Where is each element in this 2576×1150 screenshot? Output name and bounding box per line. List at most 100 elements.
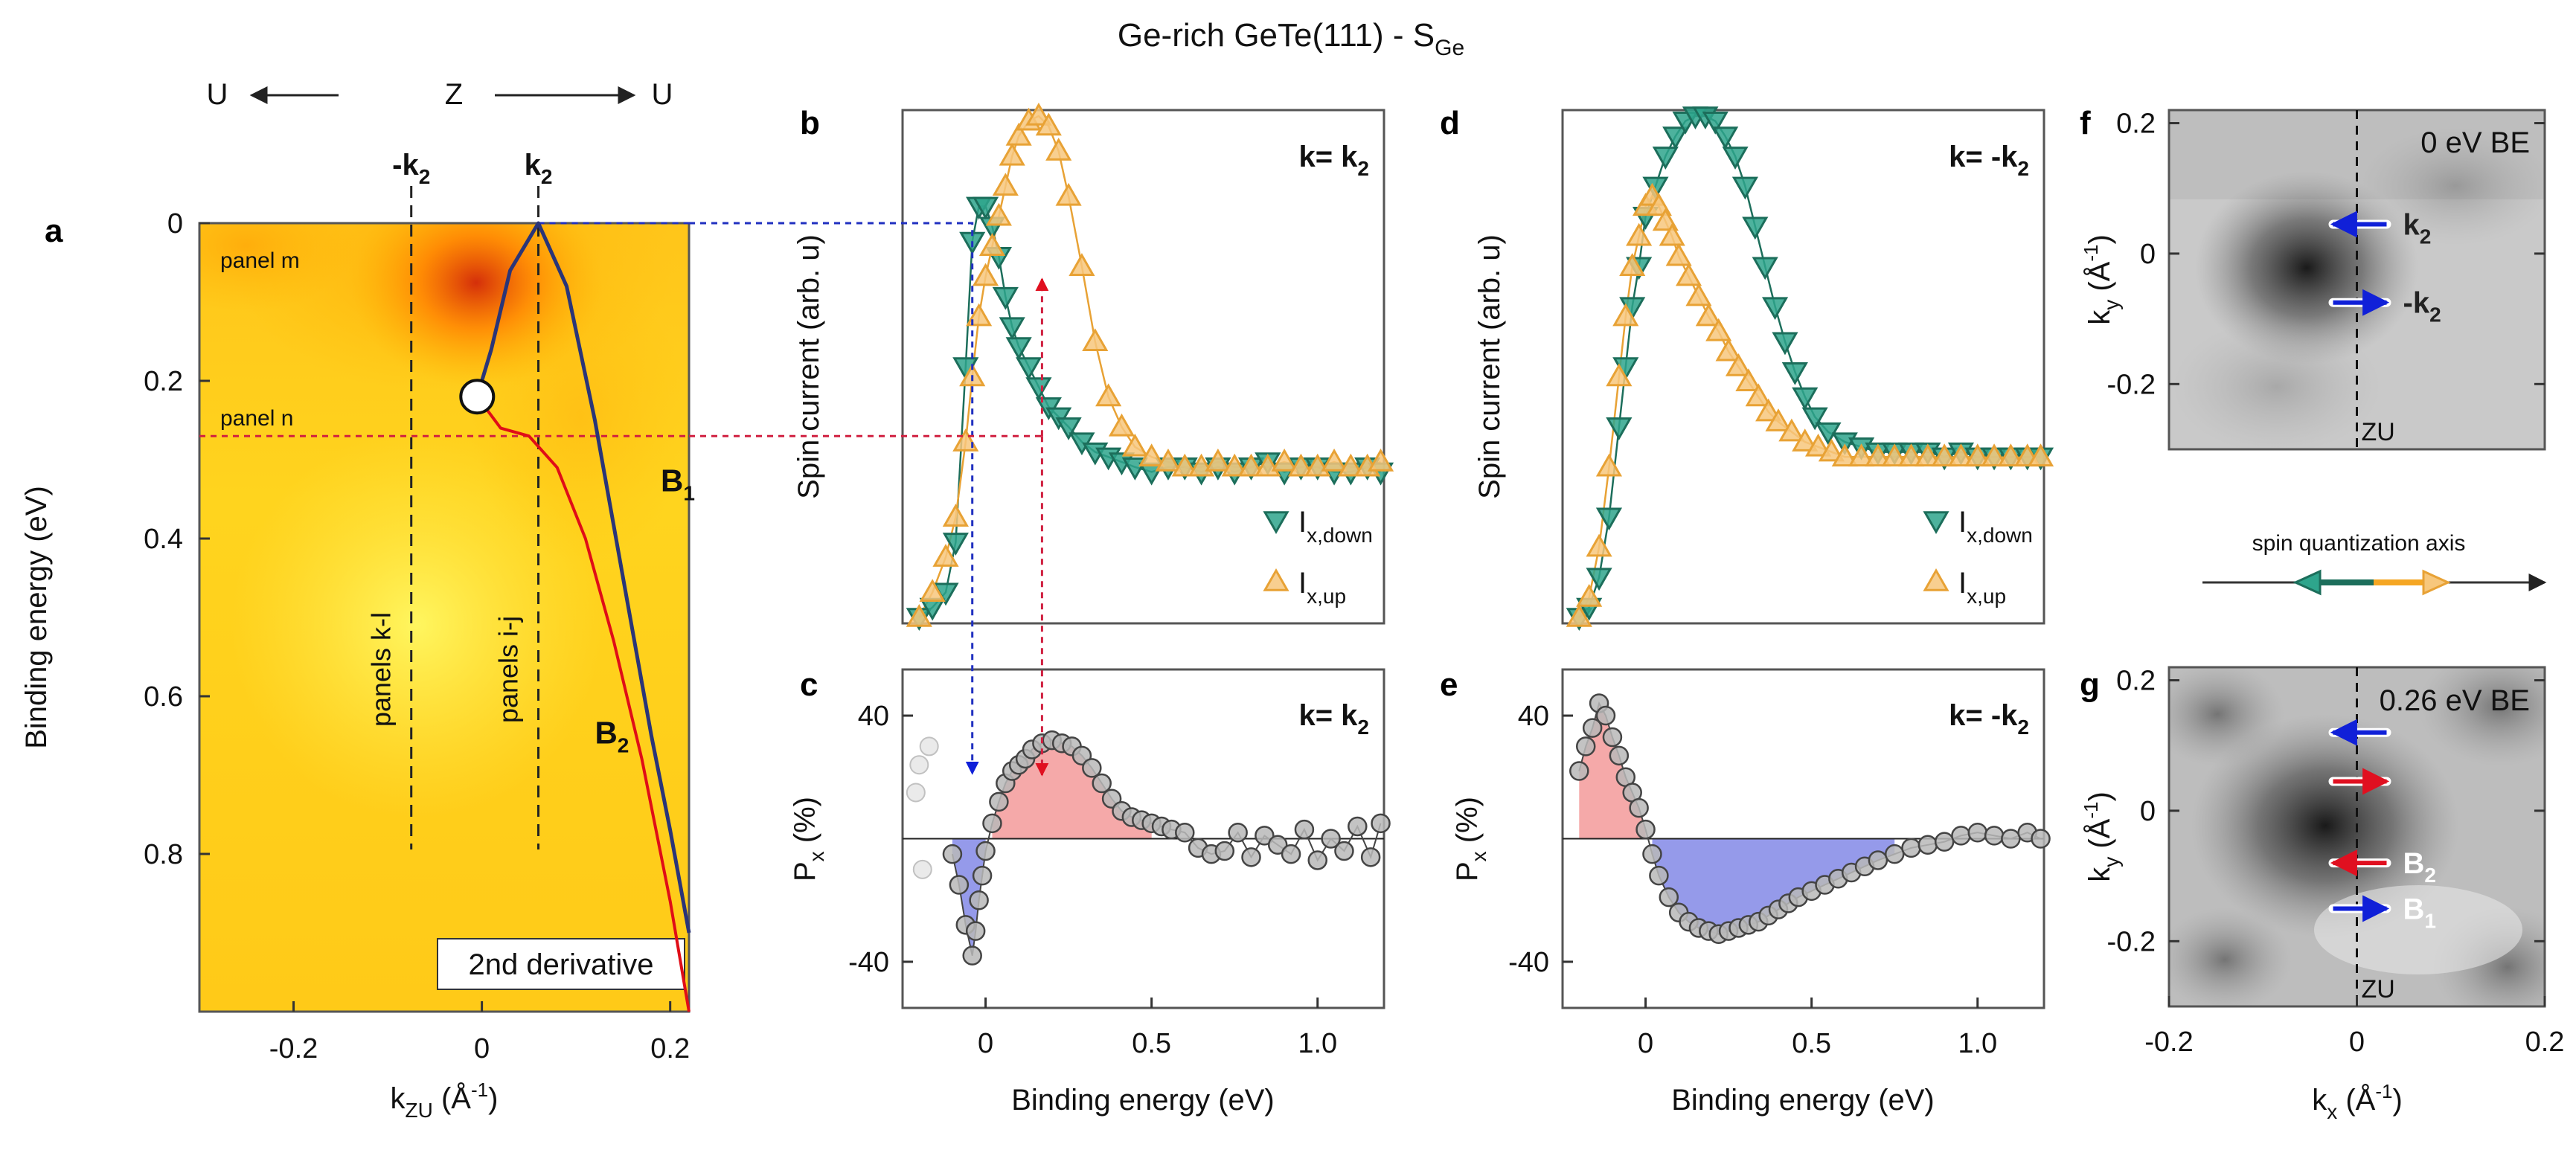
series-up-point: [1586, 533, 1612, 557]
series-up-point: [1068, 253, 1095, 276]
series-up-point: [1804, 433, 1832, 457]
polarization-point: [1582, 718, 1603, 738]
a-panels-label: panels k-l: [366, 612, 397, 727]
series-down-point: [1752, 257, 1778, 280]
polarization-point: [2031, 829, 2051, 849]
series-up-point: [1947, 443, 1975, 467]
panel-f-ylabel: ky (Å-1): [2080, 234, 2123, 325]
panel-c-xlabel: Binding energy (eV): [1011, 1084, 1275, 1117]
series-up-point: [1735, 368, 1762, 391]
polarization-point: [1984, 826, 2005, 846]
panel-c-ylabel: Px (%): [789, 797, 828, 881]
figure-title-sub: Ge: [1435, 36, 1464, 60]
panel-d-label: d: [1440, 105, 1460, 141]
series-down-point: [972, 196, 999, 220]
series-up-point: [1055, 182, 1082, 206]
series-up-point: [1367, 449, 1394, 472]
xtick-label: 0.2: [2525, 1027, 2565, 1058]
guide-lines: [689, 222, 1049, 777]
a-xtick-label: -0.2: [269, 1033, 318, 1064]
polarization-point: [1635, 819, 1656, 840]
zu-label: ZU: [2362, 975, 2395, 1003]
xtick-label: 0.5: [1132, 1028, 1171, 1059]
svg-text:Ix,down: Ix,down: [1298, 506, 1373, 547]
faded-point: [909, 755, 929, 775]
a-xtick-label: 0: [474, 1033, 490, 1064]
a-ytick-label: 0: [167, 208, 183, 240]
series-down-point: [1702, 111, 1728, 135]
series-up-point: [1848, 443, 1875, 467]
xtick-label: 0: [978, 1028, 993, 1059]
series-up-point: [1566, 603, 1592, 627]
panel-b-marks: [906, 102, 1394, 632]
series-up-point: [1155, 449, 1182, 472]
polarization-point: [1307, 850, 1328, 870]
series-up-point: [1755, 398, 1782, 422]
series-down-point: [1015, 357, 1042, 381]
panel-e-xlabel: Binding energy (eV): [1671, 1084, 1935, 1117]
derivative-inset-box: [437, 938, 685, 990]
series-up-point: [1619, 253, 1646, 276]
series-up-point: [1778, 418, 1805, 442]
ytick-label: 0: [2140, 796, 2156, 827]
polarization-point: [1884, 844, 1905, 864]
polarization-point: [1255, 826, 1275, 846]
panel-e-marks: 0 0.5 1.0 40 -40: [1508, 693, 2051, 1059]
panel-d-marks: [1566, 106, 2054, 632]
panel-a-frame: [198, 222, 691, 1013]
negative-polarization-area: [1652, 838, 1895, 934]
series-up-point: [1792, 428, 1819, 452]
panel-f-annotation: 0 eV BE: [2420, 126, 2530, 159]
panel-g-label: g: [2080, 666, 2100, 703]
polarization-point: [982, 813, 1002, 834]
svg-text:Ix,up: Ix,up: [1958, 567, 2006, 608]
a-ytick-label: 0.2: [144, 366, 183, 397]
series-up-point: [1675, 263, 1702, 286]
panel-e-ylabel: Px (%): [1451, 797, 1490, 881]
series-up-point: [1171, 453, 1198, 477]
series-down-point: [1595, 507, 1623, 531]
series-up-point: [1964, 443, 1991, 467]
ytick-label: 40: [1518, 701, 1549, 732]
svg-text:Ge-rich GeTe(111) - SGe: Ge-rich GeTe(111) - SGe: [1118, 17, 1464, 60]
polarization-point: [1082, 758, 1102, 778]
series-down-point: [1652, 147, 1679, 170]
series-up-point: [1337, 453, 1364, 477]
ytick-label: -0.2: [2107, 926, 2156, 957]
series-up-point: [1108, 413, 1135, 437]
panel-b-label: b: [800, 105, 820, 141]
series-up-point: [985, 202, 1012, 226]
series-up-point: [1612, 303, 1639, 327]
a-ytick-label: 0.8: [144, 839, 183, 870]
panel-e-annotation: k= -k2: [1949, 699, 2029, 739]
series-up-point: [1695, 303, 1722, 327]
arpes-heatmap: [199, 223, 689, 1012]
faded-point: [906, 783, 926, 803]
series-down-point: [1792, 387, 1819, 411]
series-up-point: [1138, 443, 1165, 467]
polarization-point: [1629, 797, 1649, 818]
series-up-point: [919, 579, 946, 603]
series-up-point: [1659, 222, 1685, 246]
series-down-point: [992, 286, 1019, 310]
ytick-label: -40: [1508, 947, 1549, 978]
polarization-point: [1214, 841, 1235, 861]
polarization-point: [962, 945, 982, 966]
panel-a-marks: -0.2 0 0.2 0 0.2 0.4 0.6 0.8 -k2 panels k-l k2 pane…: [144, 149, 695, 1064]
series-up-point: [932, 544, 959, 567]
ytick-label: 0.2: [2116, 109, 2156, 140]
series-up-point: [1221, 453, 1248, 477]
panel-c-marks: 0 0.5 1.0 40 -40: [848, 701, 1391, 1059]
polarization-point: [965, 921, 986, 941]
polarization-point: [2001, 829, 2021, 849]
series-up-point: [1035, 112, 1062, 136]
series-up-point: [1606, 363, 1633, 387]
polarization-point: [1371, 813, 1391, 834]
series-up-point: [1765, 408, 1792, 431]
panel-f-label: f: [2080, 105, 2091, 141]
series-up-point: [1818, 438, 1845, 462]
series-up-point: [1645, 193, 1672, 216]
polarization-point: [1951, 826, 1971, 846]
polarization-point: [975, 841, 996, 861]
